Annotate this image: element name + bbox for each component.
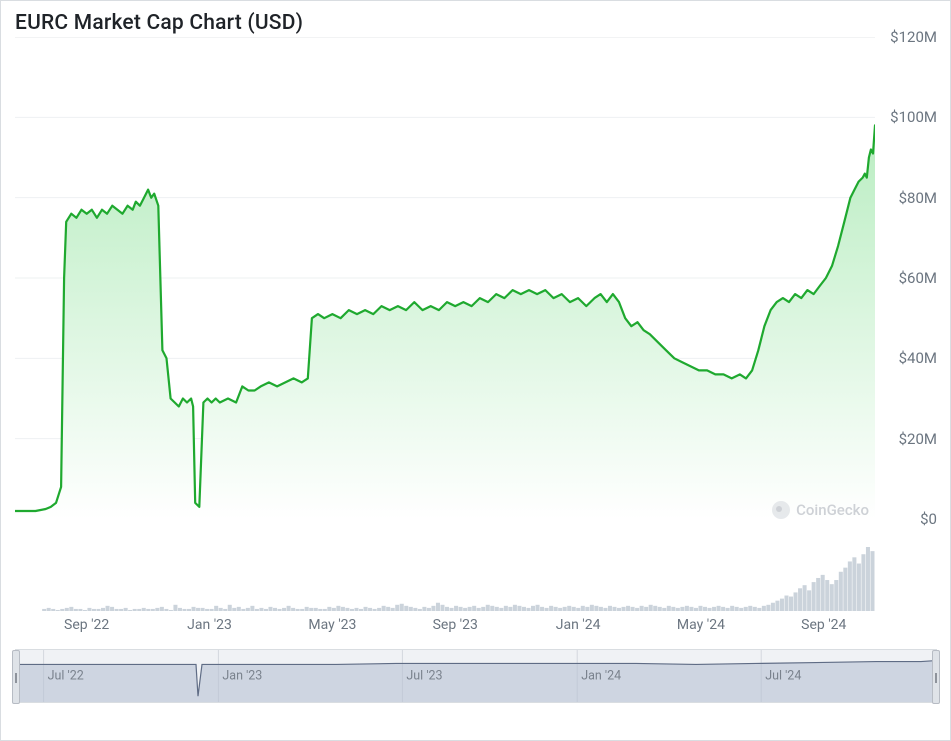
y-tick-label: $20M (899, 430, 937, 448)
y-tick-label: $0 (920, 510, 937, 528)
plot-svg (15, 37, 875, 519)
y-tick-label: $100M (890, 108, 937, 126)
y-tick-label: $80M (899, 189, 937, 207)
x-tick-label: Sep '23 (433, 617, 478, 633)
overview-handle-left[interactable] (12, 650, 20, 704)
overview-chart[interactable]: Jul '22Jan '23Jul '23Jan '24Jul '24 (15, 649, 937, 703)
x-tick-label: Sep '24 (801, 617, 846, 633)
x-tick-label: May '24 (677, 617, 725, 633)
coingecko-icon (772, 501, 790, 519)
x-tick-label: Sep '22 (64, 617, 109, 633)
x-axis: Sep '22 Jan '23 May '23 Sep '23 Jan '24 May '… (15, 615, 875, 641)
y-tick-label: $40M (899, 349, 937, 367)
main-chart[interactable]: $0$20M$40M$60M$80M$100M$120M CoinGecko (15, 37, 937, 539)
volume-chart[interactable] (15, 543, 875, 611)
y-tick-label: $60M (899, 269, 937, 287)
watermark-text: CoinGecko (796, 501, 869, 519)
y-tick-label: $120M (890, 28, 937, 46)
x-tick-label: Jan '23 (187, 617, 232, 633)
overview-handle-right[interactable] (932, 650, 940, 704)
chart-frame: EURC Market Cap Chart (USD) $0 $20M $40M $6… (0, 0, 951, 741)
x-tick-label: May '23 (308, 617, 356, 633)
chart-title: EURC Market Cap Chart (USD) (15, 11, 303, 35)
x-tick-label: Jan '24 (556, 617, 601, 633)
watermark: CoinGecko (772, 501, 869, 519)
